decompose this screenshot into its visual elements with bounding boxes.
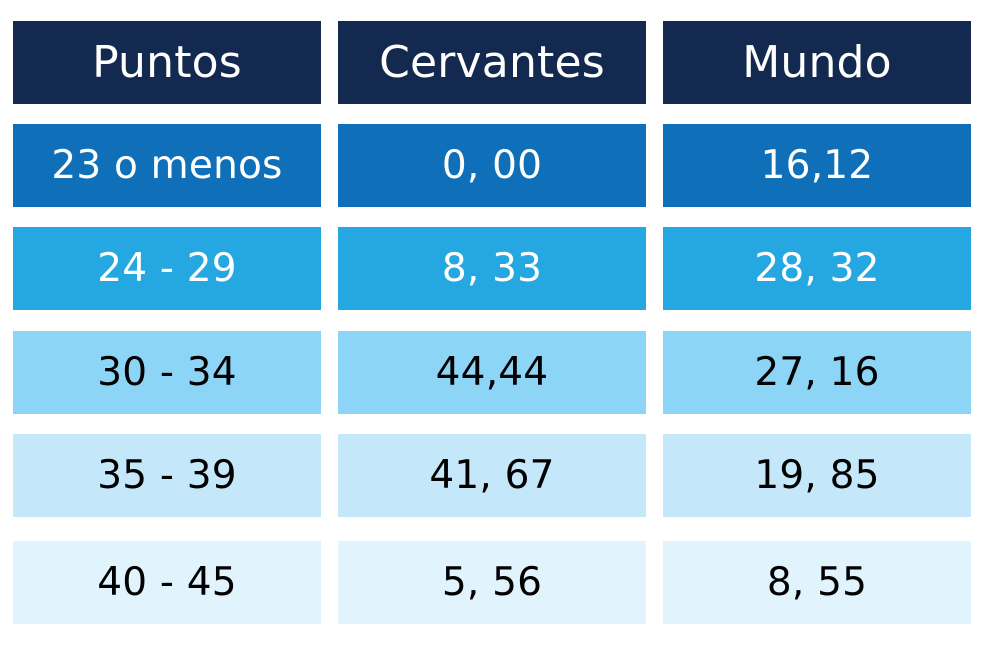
cell-mundo: 27, 16 xyxy=(663,331,971,414)
header-cell-mundo: Mundo xyxy=(663,21,971,104)
header-cell-puntos: Puntos xyxy=(13,21,321,104)
header-cell-cervantes: Cervantes xyxy=(338,21,646,104)
cell-puntos: 35 - 39 xyxy=(13,434,321,517)
cell-mundo: 16,12 xyxy=(663,124,971,207)
cell-mundo: 19, 85 xyxy=(663,434,971,517)
cell-mundo: 28, 32 xyxy=(663,227,971,310)
cell-puntos: 30 - 34 xyxy=(13,331,321,414)
cell-puntos: 23 o menos xyxy=(13,124,321,207)
cell-puntos: 40 - 45 xyxy=(13,541,321,624)
cell-mundo: 8, 55 xyxy=(663,541,971,624)
cell-cervantes: 5, 56 xyxy=(338,541,646,624)
cell-cervantes: 44,44 xyxy=(338,331,646,414)
cell-cervantes: 8, 33 xyxy=(338,227,646,310)
cell-puntos: 24 - 29 xyxy=(13,227,321,310)
cell-cervantes: 0, 00 xyxy=(338,124,646,207)
cell-cervantes: 41, 67 xyxy=(338,434,646,517)
